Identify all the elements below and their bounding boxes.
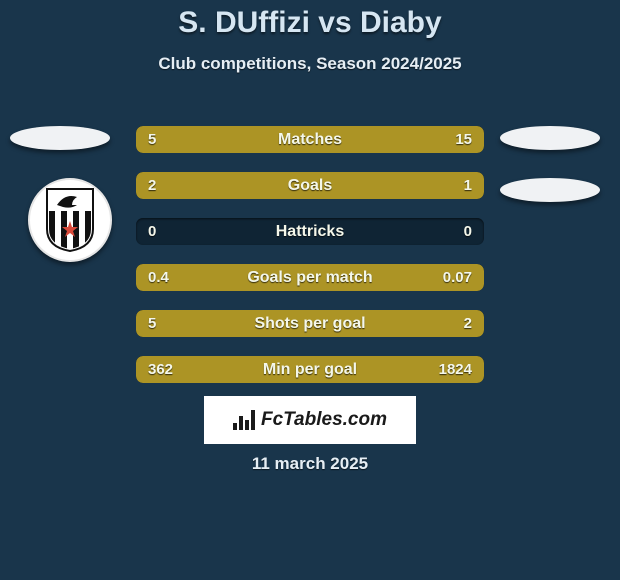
page-subtitle: Club competitions, Season 2024/2025: [0, 54, 620, 74]
date-text: 11 march 2025: [0, 454, 620, 474]
brand-text: FcTables.com: [261, 409, 387, 431]
stat-rows: 515Matches 21Goals 0 0Hattricks 0.40.07Goals…: [136, 126, 484, 402]
stat-bar-left: [136, 264, 432, 291]
brand-badge: FcTables.com: [204, 396, 416, 444]
club-crest-ascoli: [28, 178, 112, 262]
stat-bar-right: [366, 172, 484, 199]
stat-bar-left: [136, 356, 195, 383]
stat-row: 0.40.07Goals per match: [136, 264, 484, 291]
stat-row: 3621824Min per goal: [136, 356, 484, 383]
stat-row: 515Matches: [136, 126, 484, 153]
stat-row: 21Goals: [136, 172, 484, 199]
stat-bar-right: [383, 310, 484, 337]
shield-icon: [45, 187, 95, 253]
bar-chart-icon: [233, 410, 255, 430]
page-title: S. DUffizi vs Diaby: [0, 6, 620, 40]
player-right-club-placeholder: [500, 178, 600, 202]
stat-label: Hattricks: [136, 218, 484, 245]
player-right-avatar-placeholder: [500, 126, 600, 150]
stat-bar-right: [223, 126, 484, 153]
stat-bar-right: [432, 264, 484, 291]
stat-row: 52Shots per goal: [136, 310, 484, 337]
stat-value-left: 0: [148, 218, 156, 245]
stat-value-right: 0: [464, 218, 472, 245]
player-left-avatar-placeholder: [10, 126, 110, 150]
stat-bar-right: [195, 356, 484, 383]
stat-bar-left: [136, 126, 223, 153]
stat-bar-left: [136, 172, 366, 199]
stat-row: 0 0Hattricks: [136, 218, 484, 245]
stat-bar-left: [136, 310, 383, 337]
